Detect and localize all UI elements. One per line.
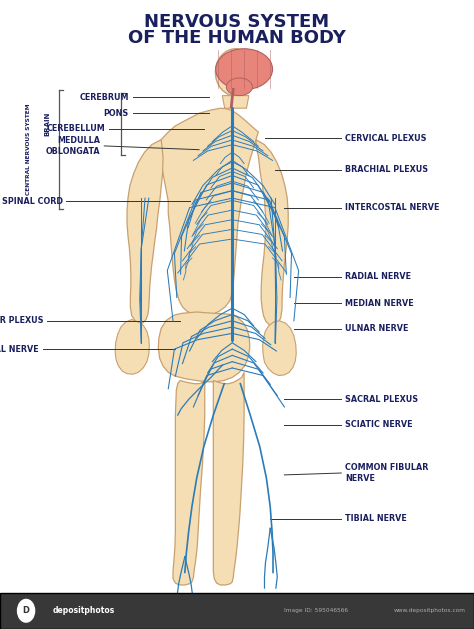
Ellipse shape (227, 78, 252, 96)
Text: CEREBELLUM: CEREBELLUM (46, 125, 105, 133)
Polygon shape (222, 96, 249, 108)
Polygon shape (115, 320, 149, 374)
Polygon shape (160, 108, 258, 316)
Text: Image ID: 595046566: Image ID: 595046566 (284, 608, 348, 613)
Text: TIBIAL NERVE: TIBIAL NERVE (345, 515, 407, 523)
Polygon shape (173, 380, 205, 585)
Text: D: D (23, 606, 29, 615)
Text: SPINAL CORD: SPINAL CORD (1, 197, 63, 206)
Text: ULNAR NERVE: ULNAR NERVE (345, 325, 409, 333)
Text: BRAIN: BRAIN (45, 112, 50, 136)
Text: NERVOUS SYSTEM: NERVOUS SYSTEM (145, 13, 329, 31)
Ellipse shape (216, 48, 273, 89)
Text: INTERCOSTAL NERVE: INTERCOSTAL NERVE (345, 203, 439, 212)
Ellipse shape (215, 49, 256, 96)
Text: SCIATIC NERVE: SCIATIC NERVE (345, 420, 412, 429)
Polygon shape (263, 321, 296, 376)
Text: CENTRAL NERVOUS SYSTEM: CENTRAL NERVOUS SYSTEM (26, 103, 31, 195)
Text: FEMORAL NERVE: FEMORAL NERVE (0, 345, 39, 353)
FancyBboxPatch shape (0, 593, 474, 629)
Text: OF THE HUMAN BODY: OF THE HUMAN BODY (128, 29, 346, 47)
Text: RADIAL NERVE: RADIAL NERVE (345, 272, 411, 281)
Text: SACRAL PLEXUS: SACRAL PLEXUS (345, 395, 418, 404)
Text: depositphotos: depositphotos (52, 606, 114, 615)
Text: www.depositphotos.com: www.depositphotos.com (393, 608, 465, 613)
Text: BRACHIAL PLEXUS: BRACHIAL PLEXUS (345, 165, 428, 174)
Text: CERVICAL PLEXUS: CERVICAL PLEXUS (345, 134, 427, 143)
Text: MEDIAN NERVE: MEDIAN NERVE (345, 299, 414, 308)
Polygon shape (127, 140, 163, 324)
Text: COMMON FIBULAR
NERVE: COMMON FIBULAR NERVE (345, 464, 428, 482)
Polygon shape (213, 372, 244, 585)
Text: MEDULLA
OBLONGATA: MEDULLA OBLONGATA (46, 136, 100, 155)
Text: CEREBRUM: CEREBRUM (80, 93, 129, 102)
Circle shape (18, 599, 35, 622)
Polygon shape (256, 140, 288, 325)
Text: LUMBAR PLEXUS: LUMBAR PLEXUS (0, 316, 44, 325)
Polygon shape (158, 312, 250, 382)
Text: PONS: PONS (104, 109, 129, 118)
